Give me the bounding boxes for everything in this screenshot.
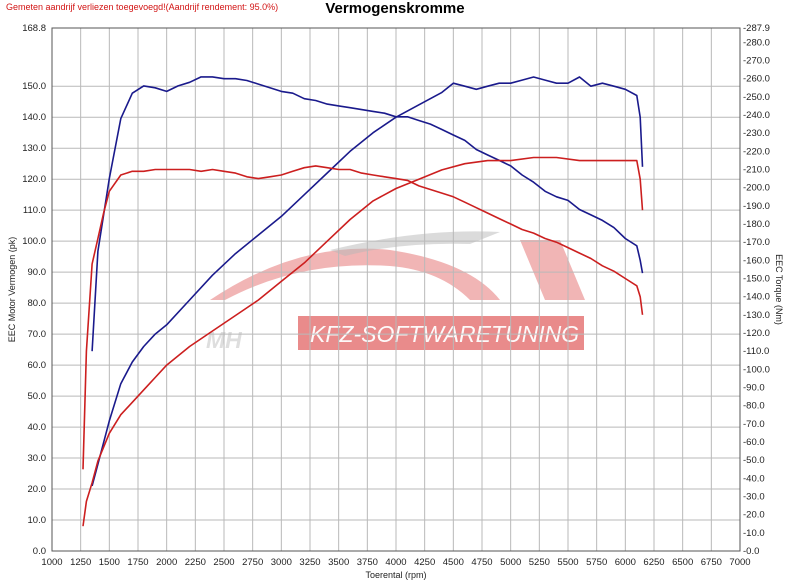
tick-labels: 1000 1250 1500 1750 2000 2250 2500 2750 3000 3250… (22, 23, 770, 568)
y-right-tick-label: -140.0 (743, 292, 770, 303)
x-tick-label: 1750 (127, 557, 148, 568)
y-left-tick-label: 140.0 (22, 112, 46, 123)
watermark-banner (298, 316, 584, 350)
y-right-tick-label: -287.9 (743, 23, 770, 34)
x-tick-label: 3500 (328, 557, 349, 568)
y-right-tick-label: -200.0 (743, 183, 770, 194)
y-left-tick-label: 40.0 (28, 422, 47, 433)
x-tick-label: 4250 (414, 557, 435, 568)
x-tick-label: 4500 (443, 557, 464, 568)
x-tick-label: 5250 (529, 557, 550, 568)
x-tick-label: 1500 (99, 557, 120, 568)
y-right-tick-label: -130.0 (743, 310, 770, 321)
y-right-tick-label: -170.0 (743, 237, 770, 248)
y-right-tick-label: -280.0 (743, 37, 770, 48)
y-axis-label-left: EEC Motor Vermogen (pk) (7, 237, 17, 343)
blue-power-curve (91, 76, 644, 487)
y-left-tick-label: 120.0 (22, 174, 46, 185)
series-layer (82, 76, 644, 527)
y-left-tick-label: 130.0 (22, 143, 46, 154)
y-right-tick-label: -230.0 (743, 128, 770, 139)
y-left-tick-label: 30.0 (28, 453, 47, 464)
x-tick-label: 4000 (385, 557, 406, 568)
y-right-tick-label: -120.0 (743, 328, 770, 339)
y-left-tick-label: 60.0 (28, 360, 47, 371)
x-tick-label: 3750 (357, 557, 378, 568)
x-tick-label: 3250 (299, 557, 320, 568)
x-axis-label: Toerental (rpm) (365, 570, 426, 580)
efficiency-note: Gemeten aandrijf verliezen toegevoegd!(A… (6, 2, 279, 12)
y-right-tick-label: -270.0 (743, 56, 770, 67)
x-tick-label: 6750 (701, 557, 722, 568)
x-tick-label: 6500 (672, 557, 693, 568)
y-left-tick-label: 20.0 (28, 484, 47, 495)
y-left-tick-label: 50.0 (28, 391, 47, 402)
x-tick-label: 6000 (615, 557, 636, 568)
y-right-tick-label: -220.0 (743, 146, 770, 157)
y-right-tick-label: -20.0 (743, 510, 765, 521)
y-right-tick-label: -210.0 (743, 165, 770, 176)
y-right-tick-label: -150.0 (743, 274, 770, 285)
y-left-tick-label: 90.0 (28, 267, 47, 278)
x-tick-label: 3000 (271, 557, 292, 568)
red-power-curve (82, 156, 644, 527)
x-tick-label: 2500 (213, 557, 234, 568)
y-left-tick-label: 110.0 (23, 205, 46, 216)
y-left-tick-label: 150.0 (22, 81, 46, 92)
x-tick-label: 5000 (500, 557, 521, 568)
blue-torque-curve (91, 76, 644, 352)
y-right-tick-label: -80.0 (743, 401, 765, 412)
y-right-tick-label: -30.0 (743, 492, 765, 503)
y-left-tick-label: 10.0 (28, 515, 47, 526)
y-left-tick-label: 80.0 (28, 298, 47, 309)
y-right-tick-label: -100.0 (743, 364, 770, 375)
y-left-tick-label: 70.0 (28, 329, 47, 340)
y-right-tick-label: -60.0 (743, 437, 765, 448)
x-tick-label: 6250 (643, 557, 664, 568)
chart-title: Vermogenskromme (325, 0, 465, 17)
y-right-tick-label: -180.0 (743, 219, 770, 230)
x-tick-label: 2000 (156, 557, 177, 568)
y-right-tick-label: -250.0 (743, 92, 770, 103)
y-right-tick-label: -90.0 (743, 383, 765, 394)
x-tick-label: 5750 (586, 557, 607, 568)
watermark-tail-icon (520, 240, 585, 300)
y-left-tick-label: 168.8 (22, 23, 46, 34)
y-right-tick-label: -160.0 (743, 255, 770, 266)
x-tick-label: 5500 (557, 557, 578, 568)
red-torque-curve (82, 165, 644, 470)
y-left-tick-label: 100.0 (22, 236, 46, 247)
y-right-tick-label: -40.0 (743, 473, 765, 484)
y-axis-label-right: EEC Torque (Nm) (774, 254, 784, 325)
x-tick-label: 7000 (729, 557, 750, 568)
y-right-tick-label: -0.0 (743, 546, 759, 557)
x-tick-label: 1000 (41, 557, 62, 568)
y-right-tick-label: -10.0 (743, 528, 765, 539)
grid-lines (51, 27, 741, 552)
y-right-tick-label: -50.0 (743, 455, 765, 466)
x-tick-label: 1250 (70, 557, 91, 568)
y-right-tick-label: -190.0 (743, 201, 770, 212)
y-left-tick-label: 0.0 (33, 546, 46, 557)
y-right-tick-label: -240.0 (743, 110, 770, 121)
y-right-tick-label: -260.0 (743, 74, 770, 85)
watermark-roof-icon (330, 231, 500, 256)
x-tick-label: 2250 (185, 557, 206, 568)
x-tick-label: 2750 (242, 557, 263, 568)
y-right-tick-label: -70.0 (743, 419, 765, 430)
watermark-car-icon (210, 248, 500, 300)
x-tick-label: 4750 (471, 557, 492, 568)
plot-frame (51, 27, 741, 552)
y-right-tick-label: -110.0 (743, 346, 769, 357)
